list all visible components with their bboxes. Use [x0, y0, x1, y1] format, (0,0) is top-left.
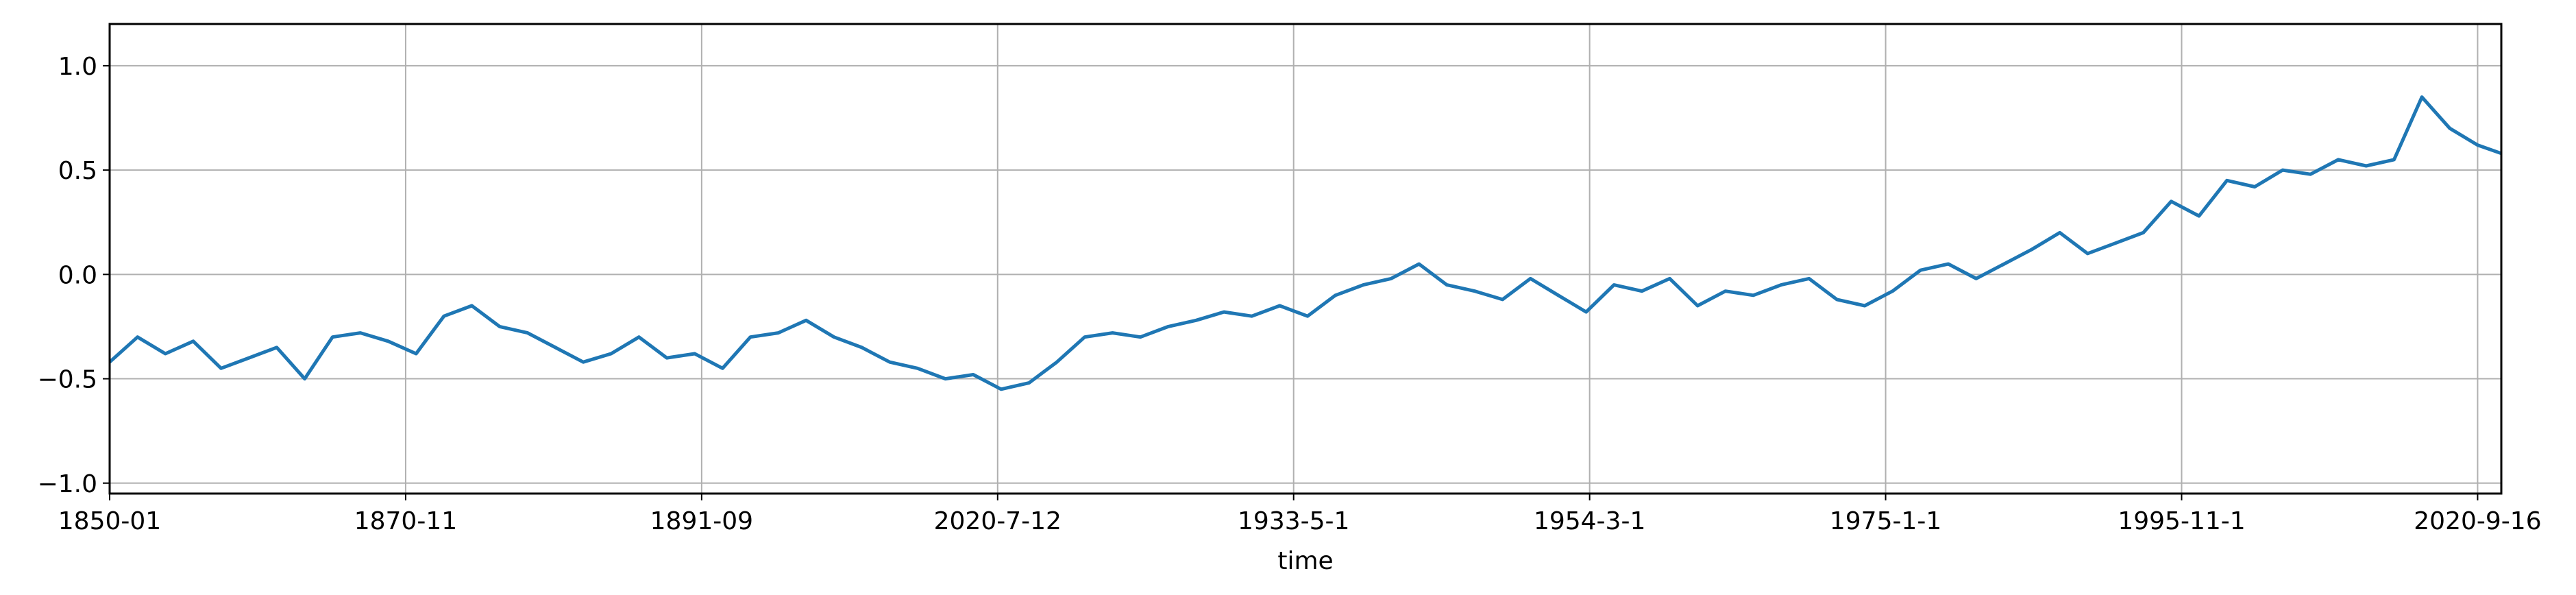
plot-frame [108, 23, 2503, 495]
x-axis: 1850-01 1870-11 1891-09 2020-7-12 1933-5-1 19… [58, 494, 2542, 535]
grid-lines [109, 24, 2501, 494]
x-tick-label: 1850-01 [58, 507, 161, 535]
x-tick-label: 1995-11-1 [2118, 507, 2245, 535]
y-tick-label: 1.0 [58, 53, 97, 81]
x-axis-title: time [1277, 547, 1333, 575]
y-axis: −1.0 −0.5 0.0 0.5 1.0 [38, 53, 110, 498]
x-tick-label: 1870-11 [354, 507, 457, 535]
series-line-0 [108, 95, 2502, 391]
y-tick-label: 0.5 [58, 157, 97, 185]
x-tick-label: 1933-5-1 [1238, 507, 1349, 535]
y-tick-label: 0.0 [58, 261, 97, 289]
x-tick-label: 1975-1-1 [1830, 507, 1941, 535]
x-tick-label: 2020-9-16 [2414, 507, 2541, 535]
plot-area [108, 95, 2502, 391]
x-tick-label: 2020-7-12 [934, 507, 1062, 535]
x-tick-label: 1891-09 [650, 507, 753, 535]
x-tick-label: 1954-3-1 [1534, 507, 1645, 535]
y-tick-label: −0.5 [38, 366, 97, 394]
y-tick-label: −1.0 [38, 470, 97, 498]
